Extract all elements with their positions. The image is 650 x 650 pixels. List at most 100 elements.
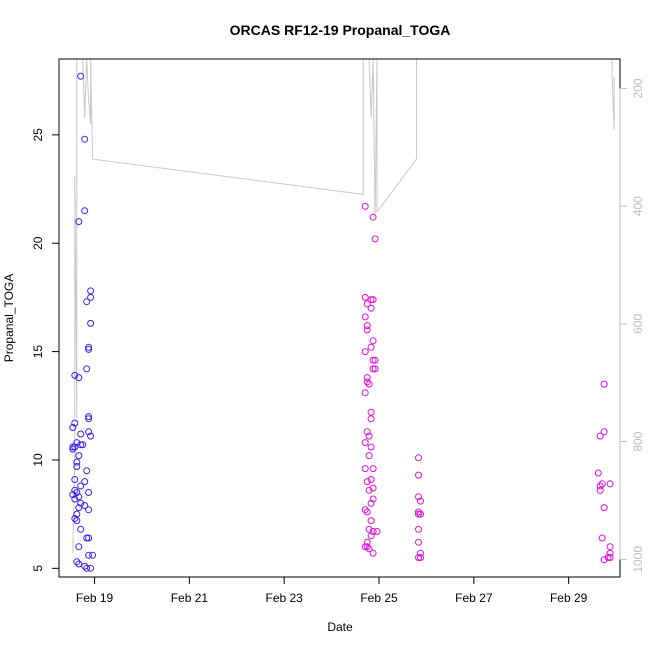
y-axis: 5 10 15 20 25 bbox=[31, 128, 60, 572]
data-point bbox=[75, 493, 83, 501]
data-point bbox=[369, 528, 377, 535]
data-point bbox=[365, 545, 373, 553]
data-point bbox=[73, 439, 81, 447]
data-point bbox=[369, 495, 377, 503]
data-point bbox=[600, 428, 608, 436]
data-point bbox=[369, 484, 377, 492]
x-axis: Feb 19 Feb 21 Feb 23 Feb 25 Feb 27 Feb 29 bbox=[76, 576, 588, 605]
data-point bbox=[77, 525, 85, 533]
data-point bbox=[367, 415, 375, 423]
data-point bbox=[85, 415, 93, 423]
data-point bbox=[596, 482, 604, 490]
data-point bbox=[85, 345, 93, 353]
data-point bbox=[75, 218, 83, 226]
data-point bbox=[415, 493, 422, 501]
data-point bbox=[367, 304, 375, 312]
data-point bbox=[596, 432, 604, 440]
data-point bbox=[81, 562, 89, 570]
points-layer bbox=[69, 72, 614, 572]
y-right-tick-label: 400 bbox=[631, 196, 645, 216]
data-point bbox=[87, 564, 95, 572]
x-tick-label: Feb 27 bbox=[455, 591, 493, 605]
data-point bbox=[367, 517, 375, 525]
data-point bbox=[89, 551, 97, 559]
data-point bbox=[363, 428, 371, 436]
data-point bbox=[369, 356, 377, 364]
data-point bbox=[361, 293, 369, 301]
data-point bbox=[77, 430, 85, 438]
data-point bbox=[598, 480, 606, 488]
data-point bbox=[415, 554, 422, 561]
data-point bbox=[71, 495, 79, 503]
data-point bbox=[363, 326, 371, 334]
data-point bbox=[75, 543, 83, 551]
y-axis-label: Propanal_TOGA bbox=[2, 274, 16, 363]
data-point bbox=[417, 549, 424, 557]
data-point bbox=[363, 478, 371, 486]
data-point bbox=[415, 454, 422, 462]
y-right-tick-label: 1000 bbox=[631, 546, 645, 573]
data-point bbox=[77, 72, 85, 80]
data-point bbox=[365, 452, 373, 460]
data-point bbox=[415, 525, 422, 533]
data-point bbox=[369, 365, 377, 373]
y-right-tick-label: 800 bbox=[631, 431, 645, 451]
data-point bbox=[363, 538, 371, 546]
data-point bbox=[361, 313, 369, 321]
data-point bbox=[69, 445, 77, 453]
x-tick-label: Feb 23 bbox=[266, 591, 304, 605]
data-point bbox=[365, 525, 373, 533]
data-point bbox=[417, 497, 424, 505]
data-point bbox=[73, 458, 81, 466]
data-point bbox=[417, 510, 424, 518]
y-tick-label: 15 bbox=[31, 345, 45, 359]
data-point bbox=[361, 439, 369, 447]
data-point bbox=[77, 499, 85, 507]
x-tick-label: Feb 25 bbox=[360, 591, 398, 605]
data-point bbox=[415, 508, 422, 516]
data-point bbox=[606, 549, 614, 557]
data-point bbox=[367, 343, 375, 351]
data-point bbox=[604, 554, 612, 561]
data-point bbox=[85, 489, 93, 496]
data-point bbox=[361, 543, 369, 551]
data-point bbox=[71, 515, 79, 522]
data-point bbox=[365, 486, 373, 494]
data-point bbox=[369, 549, 377, 557]
data-point bbox=[361, 348, 369, 356]
x-axis-label: Date bbox=[327, 620, 353, 634]
data-point bbox=[87, 293, 95, 301]
data-point bbox=[87, 319, 95, 327]
y-tick-label: 20 bbox=[31, 236, 45, 250]
data-point bbox=[373, 528, 381, 535]
data-point bbox=[600, 556, 608, 564]
data-point bbox=[85, 428, 93, 436]
data-point bbox=[69, 443, 77, 451]
data-point bbox=[371, 365, 379, 373]
y-tick-label: 10 bbox=[31, 453, 45, 467]
data-point bbox=[598, 534, 606, 542]
data-point bbox=[83, 365, 91, 373]
data-point bbox=[369, 337, 377, 345]
data-point bbox=[75, 504, 83, 512]
data-point bbox=[367, 476, 375, 483]
data-point bbox=[606, 480, 614, 488]
y-tick-label: 5 bbox=[31, 565, 45, 572]
data-point bbox=[81, 207, 89, 215]
y-right-tick-label: 600 bbox=[631, 314, 645, 334]
data-point bbox=[71, 486, 79, 494]
data-point bbox=[83, 564, 91, 572]
data-point bbox=[415, 538, 422, 546]
data-point bbox=[369, 465, 377, 473]
data-point bbox=[363, 508, 371, 516]
data-point bbox=[85, 506, 93, 514]
data-point bbox=[71, 419, 79, 427]
y-axis-right: 200 400 600 800 1000 bbox=[619, 78, 645, 573]
data-point bbox=[71, 371, 79, 379]
data-point bbox=[77, 441, 85, 449]
data-point bbox=[361, 202, 369, 210]
data-point bbox=[600, 380, 608, 388]
data-point bbox=[600, 504, 608, 512]
